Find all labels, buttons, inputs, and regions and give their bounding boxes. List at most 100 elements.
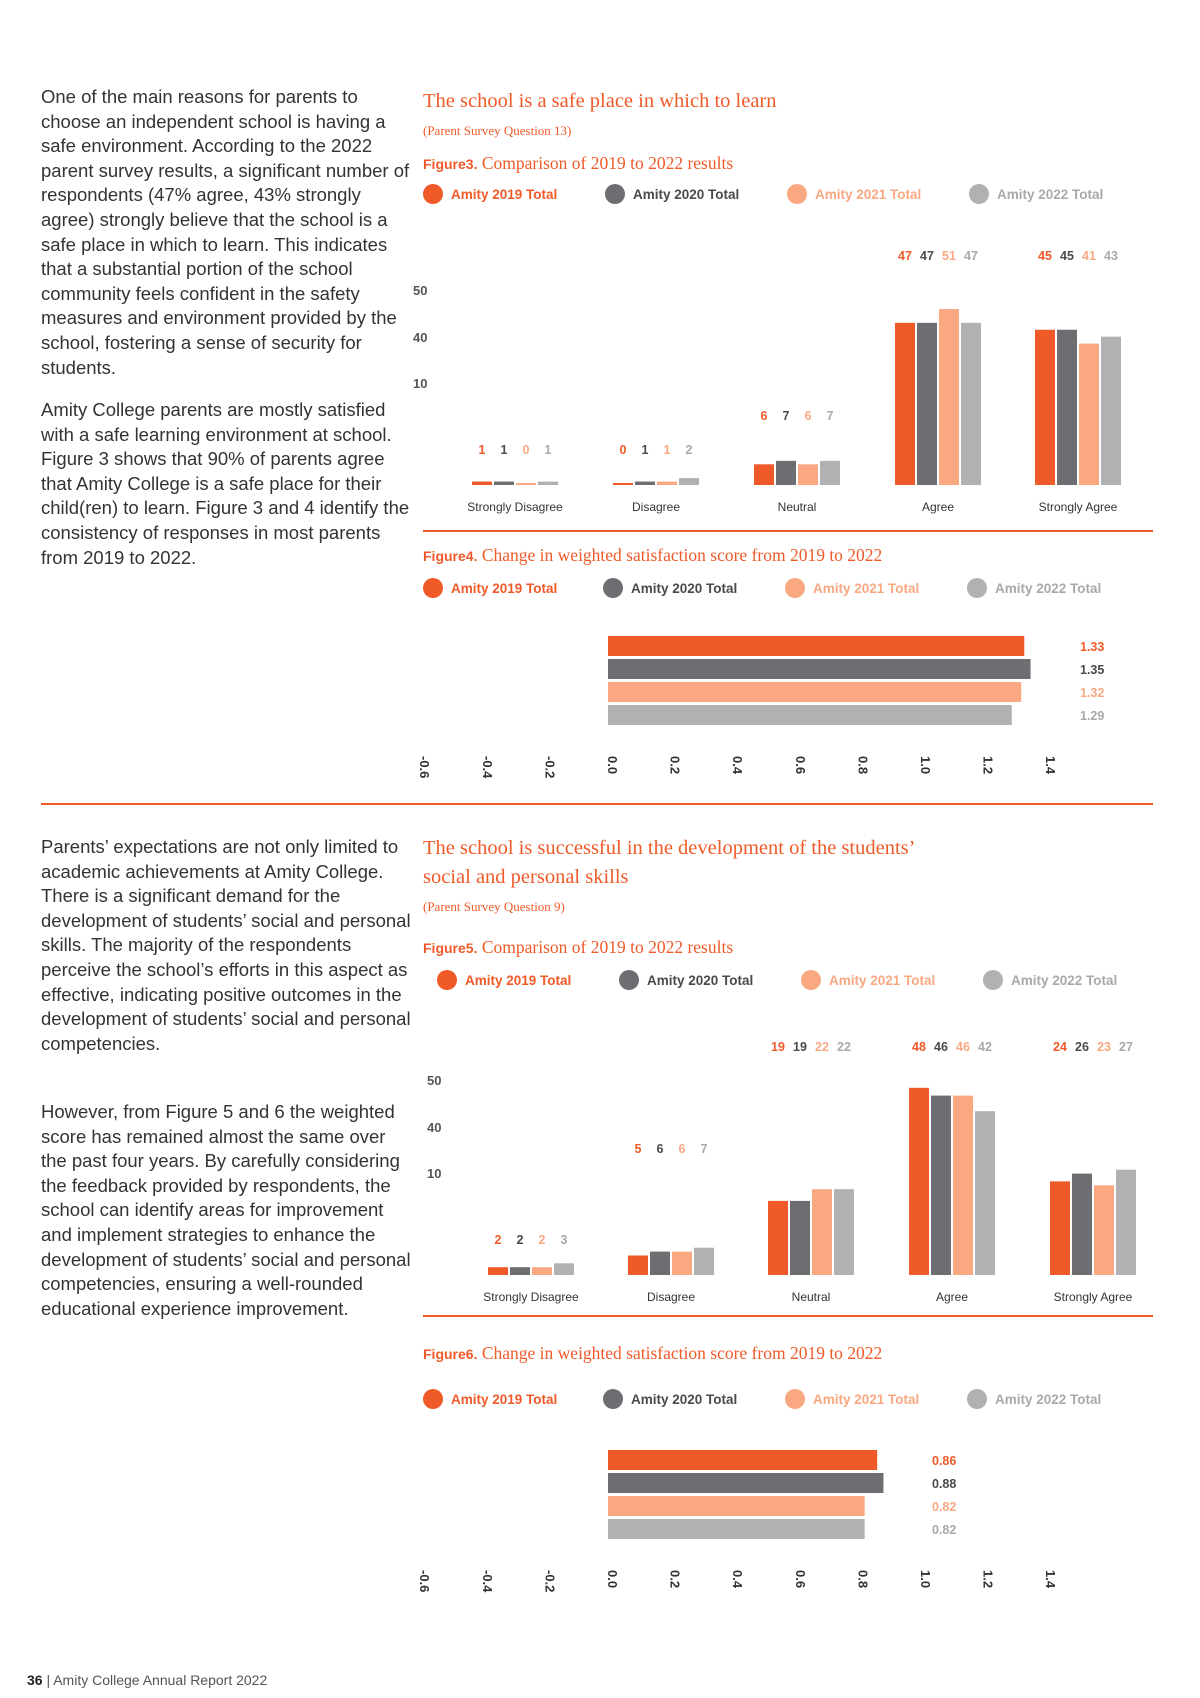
section2-title-line1: The school is successful in the developm…	[423, 837, 916, 859]
bar-neutral-2021	[812, 1189, 832, 1275]
bar-disagree-2022	[679, 478, 699, 485]
bar-disagree-2020	[635, 481, 655, 485]
data-label: 41	[1082, 249, 1096, 263]
x-tick-label: -0.2	[542, 1570, 557, 1592]
bar-strongly-disagree-2021	[516, 483, 536, 485]
data-label: 46	[934, 1040, 948, 1054]
data-label: 7	[783, 409, 790, 423]
data-label: 2	[495, 1233, 502, 1247]
legend-dot	[967, 1389, 987, 1409]
bar-neutral-2019	[754, 464, 774, 485]
legend-label: Amity 2022 Total	[1011, 972, 1118, 988]
x-tick-label: -0.2	[542, 756, 557, 778]
bar-strongly-agree-2020	[1072, 1173, 1092, 1275]
bar-agree-2021	[953, 1095, 973, 1275]
bar-agree-2019	[895, 322, 915, 485]
figure3-caption: Comparison of 2019 to 2022 results	[481, 153, 734, 173]
data-label: 19	[793, 1040, 807, 1054]
legend-label: Amity 2021 Total	[815, 186, 922, 202]
bar-agree-2022	[961, 322, 981, 485]
section1-paragraph-2: Amity College parents are mostly satisfi…	[41, 399, 410, 568]
data-label: 45	[1060, 249, 1074, 263]
x-tick-label: 1.2	[981, 1570, 996, 1588]
data-label: 51	[942, 249, 956, 263]
section1-paragraph-1: One of the main reasons for parents to c…	[41, 86, 410, 378]
y-tick-label: 10	[427, 1166, 441, 1181]
legend-label: Amity 2019 Total	[451, 1391, 558, 1407]
legend-item-2022: Amity 2022 Total	[969, 184, 1103, 204]
bar-disagree-2021	[672, 1251, 692, 1275]
legend-item-2022: Amity 2022 Total	[967, 1389, 1101, 1409]
data-label: 6	[679, 1142, 686, 1156]
data-label: 1	[501, 443, 508, 457]
category-label: Disagree	[632, 500, 680, 514]
x-tick-label: 1.2	[981, 756, 996, 774]
x-tick-label: 0.8	[855, 756, 870, 774]
bar-neutral-2022	[834, 1189, 854, 1275]
data-label: 3	[561, 1233, 568, 1247]
data-label: 47	[898, 249, 912, 263]
data-label: 26	[1075, 1040, 1089, 1054]
legend-dot	[437, 970, 457, 990]
y-tick-label: 40	[427, 1120, 441, 1135]
value-label: 1.35	[1080, 663, 1104, 677]
figure6-label: Figure6.	[423, 1346, 478, 1362]
legend-dot	[619, 970, 639, 990]
legend-item-2022: Amity 2022 Total	[983, 970, 1117, 990]
footer-text: | Amity College Annual Report 2022	[46, 1672, 268, 1688]
bar-neutral-2020	[790, 1200, 810, 1275]
bar-strongly-agree-2021	[1079, 343, 1099, 485]
figure3-label: Figure3.	[423, 156, 478, 172]
legend-label: Amity 2022 Total	[995, 580, 1102, 596]
bar-strongly-agree-2020	[1057, 329, 1077, 485]
bar-disagree-2019	[628, 1255, 648, 1275]
legend-dot	[423, 578, 443, 598]
category-label: Strongly Agree	[1054, 1290, 1133, 1304]
legend-item-2021: Amity 2021 Total	[785, 578, 919, 598]
page-footer: 36 | Amity College Annual Report 2022	[27, 1672, 267, 1688]
data-label: 0	[523, 443, 530, 457]
x-tick-label: 0.0	[605, 1570, 620, 1588]
figure5-legend: Amity 2019 Total Amity 2020 Total Amity …	[423, 970, 1123, 998]
section1-title: The school is a safe place in which to l…	[423, 90, 777, 112]
figure3-title: Figure3. Comparison of 2019 to 2022 resu…	[423, 153, 733, 174]
legend-item-2021: Amity 2021 Total	[801, 970, 935, 990]
legend-dot	[967, 578, 987, 598]
value-label: 0.82	[932, 1523, 956, 1537]
data-label: 22	[837, 1040, 851, 1054]
legend-item-2021: Amity 2021 Total	[785, 1389, 919, 1409]
bar-disagree-2020	[650, 1251, 670, 1275]
figure4-legend: Amity 2019 Total Amity 2020 Total Amity …	[423, 578, 1123, 606]
value-label: 1.29	[1080, 709, 1104, 723]
bar-strongly-disagree-2020	[510, 1267, 530, 1275]
hbar-2021	[608, 1496, 865, 1516]
bar-agree-2019	[909, 1087, 929, 1275]
legend-dot	[785, 578, 805, 598]
figure5-label: Figure5.	[423, 940, 478, 956]
figure5-caption: Comparison of 2019 to 2022 results	[481, 937, 734, 957]
legend-item-2020: Amity 2020 Total	[603, 1389, 737, 1409]
bar-agree-2021	[939, 309, 959, 485]
x-tick-label: -0.6	[417, 756, 432, 778]
bar-disagree-2021	[657, 481, 677, 485]
category-label: Strongly Agree	[1039, 500, 1118, 514]
legend-dot	[801, 970, 821, 990]
data-label: 27	[1119, 1040, 1133, 1054]
legend-dot	[423, 1389, 443, 1409]
legend-item-2019: Amity 2019 Total	[423, 1389, 557, 1409]
data-label: 22	[815, 1040, 829, 1054]
legend-label: Amity 2021 Total	[829, 972, 936, 988]
bar-neutral-2022	[820, 460, 840, 485]
data-label: 6	[657, 1142, 664, 1156]
legend-label: Amity 2020 Total	[631, 1391, 738, 1407]
y-tick-label: 10	[413, 376, 427, 391]
section-divider	[41, 803, 1153, 805]
legend-label: Amity 2021 Total	[813, 580, 920, 596]
bar-strongly-agree-2021	[1094, 1185, 1114, 1275]
legend-dot	[603, 578, 623, 598]
bar-agree-2022	[975, 1111, 995, 1275]
data-label: 23	[1097, 1040, 1111, 1054]
value-label: 0.88	[932, 1477, 956, 1491]
x-tick-label: 0.4	[730, 756, 745, 775]
